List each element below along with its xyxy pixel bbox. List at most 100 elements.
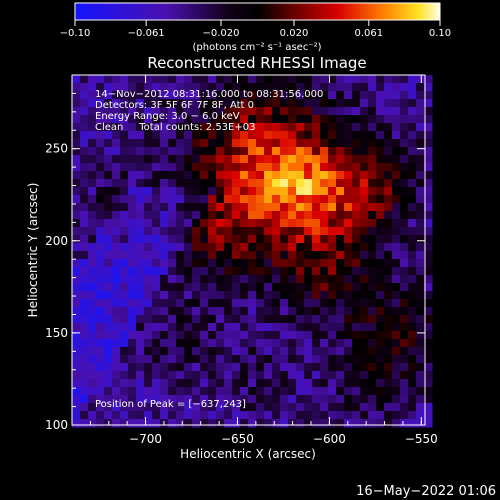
heatmap-cell [144,395,153,404]
heatmap-cell [184,411,193,420]
heatmap-cell [136,411,145,420]
heatmap-cell [376,379,385,388]
heatmap-cell [360,315,369,324]
heatmap-cell [240,379,249,388]
heatmap-cell [272,219,281,228]
heatmap-cell [360,307,369,316]
heatmap-cell [160,323,169,332]
heatmap-cell [256,123,265,132]
heatmap-cell [232,323,241,332]
heatmap-cell [216,403,225,412]
heatmap-cell [248,171,257,180]
heatmap-cell [256,235,265,244]
heatmap-cell [96,123,105,132]
heatmap-cell [136,307,145,316]
heatmap-cell [384,171,393,180]
heatmap-cell [360,107,369,116]
heatmap-cell [376,195,385,204]
heatmap-cell [96,363,105,372]
heatmap-cell [344,403,353,412]
heatmap-cell [304,235,313,244]
heatmap-cell [272,347,281,356]
heatmap-cell [408,355,417,364]
heatmap-cell [288,283,297,292]
heatmap-cell [144,307,153,316]
heatmap-cell [176,259,185,268]
heatmap-cell [216,323,225,332]
heatmap-cell [288,179,297,188]
heatmap-cell [280,243,289,252]
heatmap-cell [192,131,201,140]
heatmap-cell [392,235,401,244]
heatmap-cell [344,123,353,132]
heatmap-cell [160,267,169,276]
heatmap-cell [280,339,289,348]
heatmap-cell [192,259,201,268]
heatmap-cell [160,147,169,156]
heatmap-cell [104,107,113,116]
heatmap-cell [304,283,313,292]
heatmap-cell [288,339,297,348]
heatmap-cell [224,235,233,244]
heatmap-cell [264,75,273,84]
heatmap-cell [264,107,273,116]
heatmap-cell [224,139,233,148]
heatmap-cell [80,243,89,252]
heatmap-cell [272,91,281,100]
heatmap-cell [240,419,249,428]
heatmap-cell [312,75,321,84]
heatmap-cell [328,411,337,420]
heatmap-cell [224,315,233,324]
heatmap-cell [424,283,433,292]
heatmap-cell [184,387,193,396]
heatmap-cell [168,395,177,404]
heatmap-cell [152,131,161,140]
heatmap-cell [424,299,433,308]
heatmap-cell [80,291,89,300]
heatmap-cell [128,347,137,356]
heatmap-cell [72,299,81,308]
heatmap-cell [224,83,233,92]
heatmap-cell [104,179,113,188]
heatmap-cell [136,211,145,220]
heatmap-cell [216,203,225,212]
heatmap-cell [272,131,281,140]
heatmap-cell [336,123,345,132]
heatmap-cell [88,403,97,412]
heatmap-cell [176,387,185,396]
heatmap-cell [424,75,433,84]
heatmap-cell [80,259,89,268]
heatmap-cell [320,211,329,220]
heatmap-cell [408,123,417,132]
heatmap-cell [272,379,281,388]
heatmap-cell [376,203,385,212]
heatmap-cell [400,339,409,348]
heatmap-cell [400,267,409,276]
heatmap-cell [80,83,89,92]
heatmap-cell [312,123,321,132]
heatmap-cell [192,355,201,364]
heatmap-cell [328,99,337,108]
heatmap-cell [152,355,161,364]
heatmap-cell [176,155,185,164]
heatmap-cell [288,411,297,420]
heatmap-cell [128,107,137,116]
heatmap-cell [208,99,217,108]
heatmap-cell [400,195,409,204]
heatmap-cell [144,299,153,308]
heatmap-cell [224,99,233,108]
heatmap-cell [264,99,273,108]
heatmap-cell [272,99,281,108]
heatmap-cell [288,235,297,244]
heatmap-cell [72,195,81,204]
heatmap-cell [328,235,337,244]
heatmap-cell [280,403,289,412]
heatmap-cell [256,411,265,420]
heatmap-cell [80,331,89,340]
heatmap-cell [200,243,209,252]
heatmap-cell [248,163,257,172]
heatmap-cell [240,219,249,228]
heatmap-cell [232,179,241,188]
heatmap-cell [160,283,169,292]
heatmap-cell [104,355,113,364]
